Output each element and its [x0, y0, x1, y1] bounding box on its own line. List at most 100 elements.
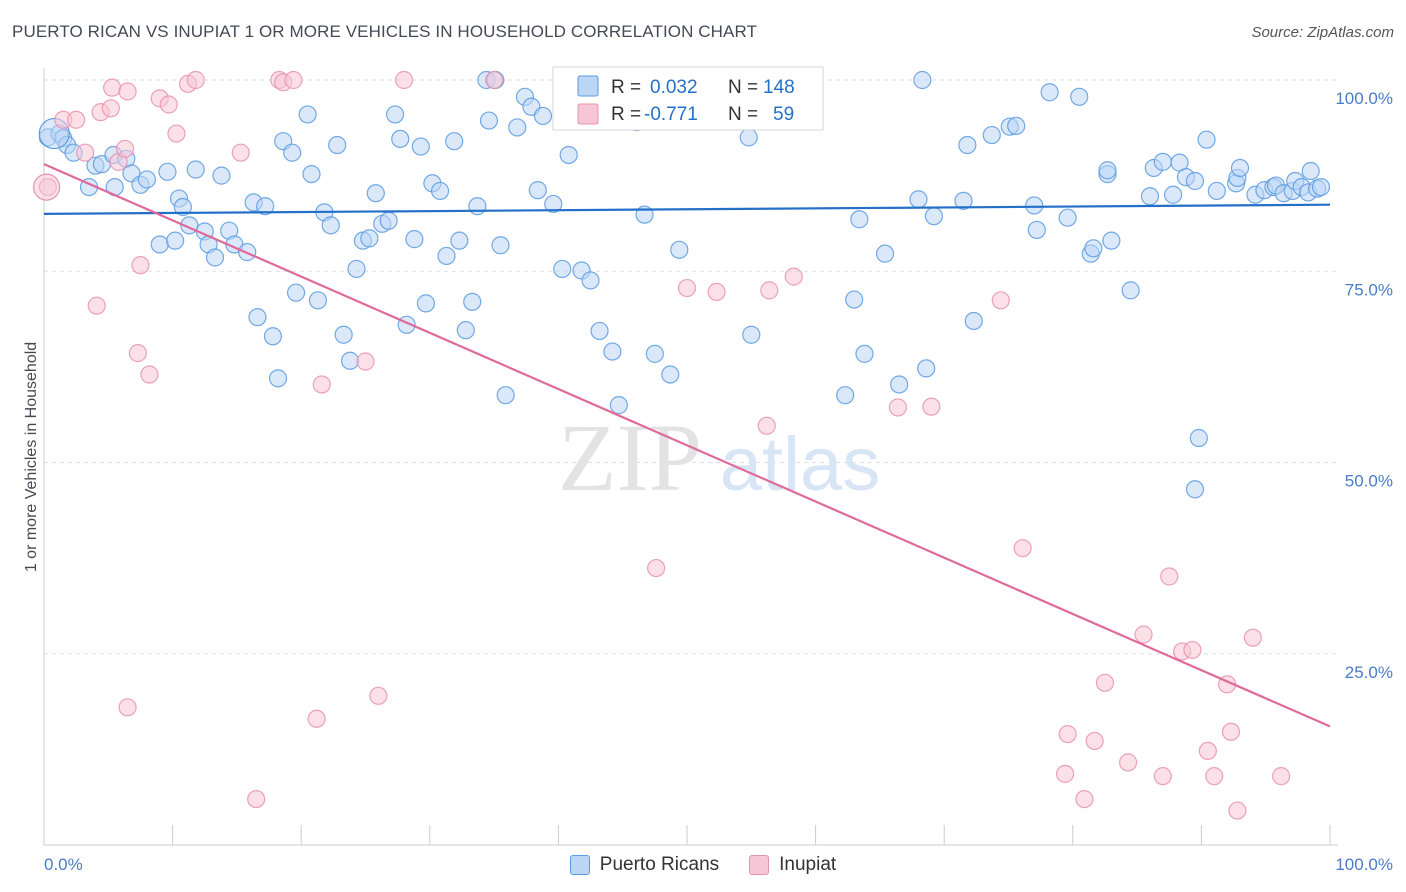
legend-n-label-2: N = [728, 104, 758, 125]
puerto-rican-point [890, 375, 909, 394]
legend-swatch-blue [577, 75, 599, 97]
puerto-rican-point [553, 259, 572, 279]
puerto-rican-point [1197, 130, 1216, 149]
puerto-rican-point [1102, 231, 1121, 250]
inupiat-point [888, 398, 908, 417]
puerto-rican-point [366, 184, 385, 203]
puerto-rican-point [954, 191, 973, 210]
y-tick-label-0: 25.0% [1345, 663, 1393, 682]
puerto-rican-point [742, 325, 761, 344]
puerto-rican-point [913, 70, 932, 90]
puerto-rican-point [739, 128, 758, 147]
legend-r-label-1: R = [611, 77, 641, 98]
puerto-rican-point [544, 194, 563, 214]
puerto-rican-point [1164, 185, 1183, 204]
inupiat-point [231, 143, 250, 162]
puerto-rican-point [1230, 158, 1250, 178]
puerto-rican-point [437, 246, 456, 266]
inupiat-point [757, 416, 776, 435]
puerto-rican-point [150, 235, 169, 254]
inupiat-point [247, 789, 266, 809]
puerto-rican-point [1058, 208, 1077, 227]
puerto-rican-point [1185, 480, 1205, 499]
source-label: Source: ZipAtlas.com [1251, 24, 1394, 41]
inupiat-point [312, 375, 331, 394]
puerto-rican-point [603, 342, 622, 361]
inupiat-point [118, 698, 137, 717]
inupiat-point [307, 709, 326, 728]
puerto-rican-point [328, 135, 347, 155]
puerto-rican-point [1098, 161, 1117, 180]
puerto-rican-point [166, 231, 185, 250]
puerto-rican-point [559, 145, 578, 165]
puerto-rican-point [1025, 196, 1044, 215]
legend-item-puerto-ricans: Puerto Ricans [569, 854, 720, 876]
puerto-rican-point [909, 190, 928, 209]
inupiat-point [1198, 741, 1217, 761]
inupiat-point [118, 82, 137, 101]
puerto-rican-point [1140, 187, 1160, 206]
inupiat-trend-line [43, 163, 1331, 728]
puerto-rican-point [1070, 87, 1089, 106]
inupiat-cluster-point [32, 173, 61, 201]
puerto-rican-point [308, 291, 328, 310]
legend-label-puerto-ricans: Puerto Ricans [599, 854, 720, 875]
puerto-rican-point [982, 125, 1001, 145]
puerto-rican-point [411, 137, 430, 156]
tick-labels: 25.0% 50.0% 75.0% 100.0% 0.0% 100.0% [44, 89, 1393, 874]
puerto-rican-point [347, 259, 366, 279]
inupiat-point [485, 70, 504, 90]
series-legend: Puerto Ricans Inupiat [0, 850, 1406, 880]
inupiat-point [677, 278, 697, 298]
inupiat-point [707, 282, 726, 302]
legend-r-value-1: 0.032 [650, 77, 698, 98]
puerto-rican-point [661, 365, 680, 384]
puerto-rican-point [283, 143, 302, 162]
puerto-rican-point [1027, 220, 1046, 240]
puerto-rican-point [173, 197, 192, 217]
inupiat-point [1085, 731, 1104, 751]
puerto-rican-point [334, 325, 353, 344]
puerto-rican-point [391, 129, 410, 149]
series-puerto-ricans [38, 70, 1331, 499]
inupiat-point [1058, 724, 1077, 744]
inupiat-point [394, 70, 414, 90]
legend-r-label-2: R = [611, 104, 641, 125]
inupiat-point [1160, 567, 1179, 586]
inupiat-point [284, 70, 303, 90]
legend-swatch-inupiat [749, 855, 770, 875]
inupiat-point [1153, 767, 1172, 786]
inupiat-point [140, 365, 159, 384]
puerto-rican-point [491, 236, 510, 255]
puerto-rican-point [479, 111, 499, 130]
inupiat-point [922, 397, 941, 416]
puerto-rican-point [379, 211, 398, 230]
puerto-rican-point [845, 290, 864, 309]
puerto-rican-point [416, 294, 436, 313]
inupiat-point [186, 70, 205, 90]
puerto-rican-point [463, 292, 482, 311]
x-tick-label-0: 0.0% [44, 855, 83, 874]
inupiat-point [87, 296, 106, 315]
correlation-legend: R = 0.032 N = 148 R = -0.771 N = 59 [552, 66, 824, 131]
puerto-rican-point [533, 106, 553, 126]
puerto-rican-point [268, 369, 288, 388]
puerto-rican-point [158, 162, 177, 181]
puerto-rican-point [917, 359, 936, 378]
trend-lines [43, 163, 1331, 728]
puerto-rican-point [670, 240, 689, 259]
inupiat-point [1095, 673, 1115, 692]
puerto-rican-point [508, 118, 527, 137]
puerto-rican-point [958, 135, 977, 155]
legend-swatch-pink [577, 103, 599, 125]
puerto-rican-point [964, 311, 983, 331]
inupiat-point [647, 558, 666, 578]
inupiat-point [1272, 767, 1291, 786]
inupiat-point [76, 143, 95, 162]
puerto-rican-point [1207, 181, 1226, 201]
puerto-rican-point [456, 321, 475, 340]
puerto-rican-point [360, 229, 379, 248]
puerto-rican-point [385, 105, 405, 124]
puerto-rican-point [1121, 281, 1140, 300]
